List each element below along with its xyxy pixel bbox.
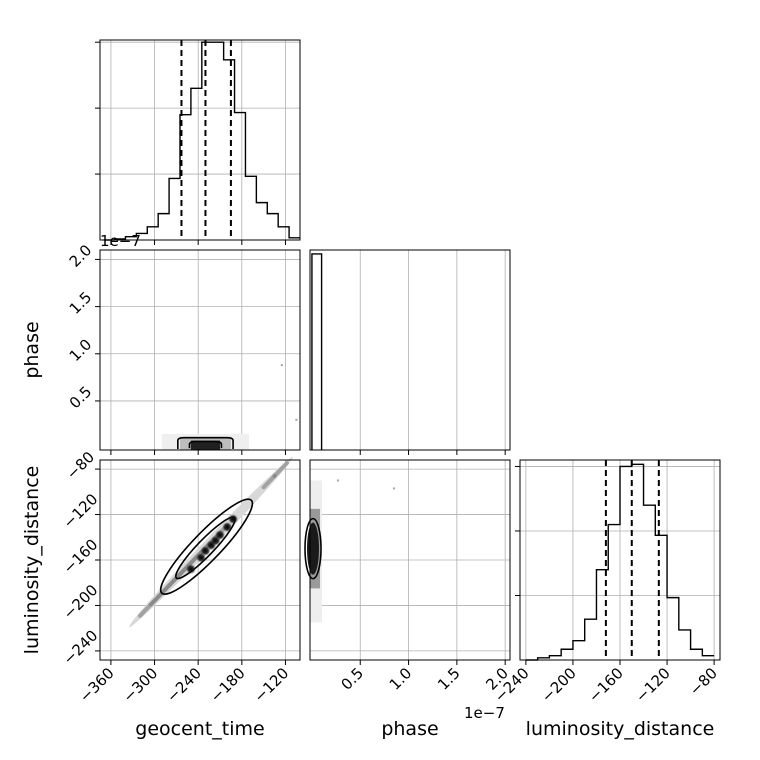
hist-luminosity_distance-xtick-label: −80: [686, 664, 721, 699]
density-blob: [222, 522, 233, 533]
y-offset-label-phase: 1e−7: [100, 232, 141, 250]
scatter-ld-vs-phase-xtick-label: 0.5: [337, 664, 367, 694]
density-cell: [190, 440, 220, 450]
y-axis-title-luminosity-distance: luminosity_distance: [21, 466, 43, 655]
scatter-ld-vs-geocent_time-ytick-label: −240: [60, 626, 102, 668]
hist-geocent_time-step: [103, 41, 300, 241]
contour-line: [159, 498, 254, 595]
sample-cluster: [261, 473, 277, 490]
density-core: [307, 522, 319, 575]
scatter-ld-vs-geocent_time-ytick-label: −120: [60, 490, 102, 532]
hist-luminosity_distance-xtick-label: −120: [632, 664, 674, 706]
scatter-ld-vs-geocent_time-ytick-label: −200: [60, 581, 102, 623]
density-blob: [210, 535, 221, 546]
scatter-ld-vs-phase-frame: [309, 459, 511, 661]
scatter-ld-vs-geocent_time-ytick-label: −160: [60, 536, 102, 578]
contour-line: [188, 440, 223, 449]
scatter-ld-vs-geocent_time-ytick-label: −80: [63, 448, 98, 483]
density-blob: [185, 564, 196, 575]
hist-phase-step: [311, 253, 323, 450]
scatter-ld-vs-geocent_time-xtick-label: −240: [163, 664, 205, 706]
scatter-point: [280, 363, 284, 367]
contour-line: [304, 517, 322, 580]
contour-line: [177, 436, 234, 450]
scatter-ld-vs-geocent_time-xtick-label: −360: [76, 664, 118, 706]
x-offset-label-phase: 1e−7: [464, 704, 505, 722]
hist-luminosity_distance-step: [525, 463, 715, 661]
sample-cluster: [272, 461, 289, 478]
scatter-ld-vs-phase-xtick-label: 1.5: [434, 664, 464, 694]
scatter-phase-vs-geocent_time-ytick-label: 1.0: [66, 335, 96, 365]
x-axis-title-geocent-time: geocent_time: [135, 718, 264, 740]
hist-phase-frame: [309, 249, 511, 451]
scatter-phase-vs-geocent_time-frame: [99, 249, 301, 451]
scatter-ld-vs-geocent_time-xtick-label: −120: [250, 664, 292, 706]
scatter-point: [392, 487, 396, 490]
scatter-phase-vs-geocent_time-ytick-label: 2.0: [66, 241, 96, 271]
hist-luminosity_distance-xtick-label: −200: [538, 664, 580, 706]
density-blob: [200, 545, 211, 556]
scatter-point: [295, 418, 298, 422]
scatter-ld-vs-phase-xtick-label: 1.0: [386, 664, 416, 694]
scatter-ld-vs-geocent_time-xtick-label: −300: [120, 664, 162, 706]
x-axis-title-luminosity-distance: luminosity_distance: [526, 718, 715, 740]
density-blob: [228, 514, 239, 525]
y-axis-title-phase: phase: [21, 321, 43, 378]
scatter-phase-vs-geocent_time-ytick-label: 1.5: [66, 288, 96, 318]
scatter-phase-vs-geocent_time-ytick-label: 0.5: [66, 383, 96, 413]
hist-luminosity_distance-xtick-label: −160: [585, 664, 627, 706]
x-axis-title-phase: phase: [381, 718, 438, 740]
scatter-point: [336, 479, 340, 482]
scatter-ld-vs-geocent_time-xtick-label: −180: [207, 664, 249, 706]
hist-geocent_time-frame: [99, 39, 301, 241]
